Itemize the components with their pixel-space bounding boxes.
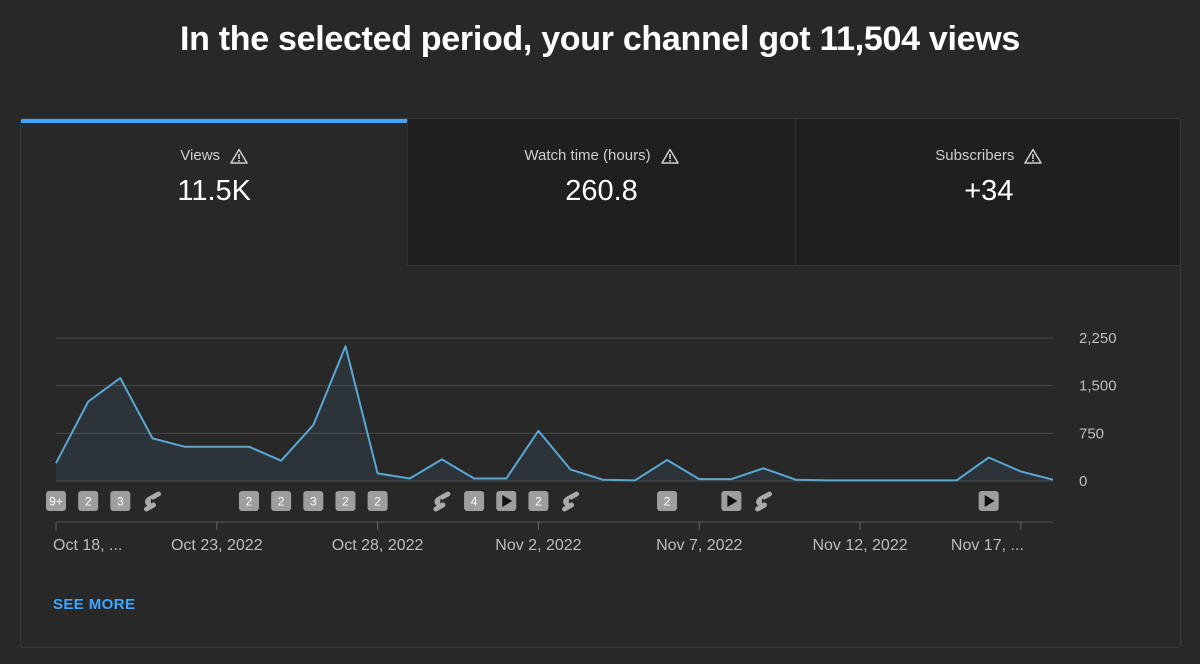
data-point <box>729 477 733 481</box>
upload-count-badge[interactable]: 2 <box>271 491 292 511</box>
upload-count-badge[interactable]: 2 <box>78 491 99 511</box>
upload-count-badge[interactable]: 2 <box>657 491 678 511</box>
y-tick-label: 1,500 <box>1079 378 1117 395</box>
data-point <box>1019 469 1023 473</box>
data-point <box>54 461 58 465</box>
x-tick-label: Nov 7, 2022 <box>656 537 742 554</box>
upload-count-badge[interactable]: 3 <box>110 491 131 511</box>
data-point <box>1051 478 1055 482</box>
video-upload-icon[interactable] <box>721 491 742 511</box>
tab-subscribers-value: +34 <box>964 175 1014 207</box>
data-point <box>922 478 926 482</box>
data-point <box>118 376 122 380</box>
y-tick-label: 0 <box>1079 473 1087 490</box>
x-tick-label: Nov 17, ... <box>951 537 1024 554</box>
data-point <box>633 478 637 482</box>
data-point <box>858 478 862 482</box>
metric-tabs: Views 11.5K Watch time (hours) 260.8 <box>21 119 1180 266</box>
data-point <box>762 466 766 470</box>
data-point <box>150 436 154 440</box>
svg-text:4: 4 <box>471 495 478 509</box>
svg-text:2: 2 <box>246 495 253 509</box>
tab-subscribers[interactable]: Subscribers +34 <box>794 119 1180 266</box>
data-point <box>665 458 669 462</box>
svg-text:9+: 9+ <box>49 495 63 509</box>
upload-count-badge[interactable]: 3 <box>303 491 324 511</box>
svg-text:2: 2 <box>85 495 92 509</box>
views-series-line <box>55 345 1054 482</box>
warning-icon[interactable] <box>230 148 248 164</box>
svg-text:2: 2 <box>342 495 349 509</box>
data-point <box>86 400 90 404</box>
data-point <box>247 445 251 449</box>
tab-watch-time[interactable]: Watch time (hours) 260.8 <box>407 119 795 266</box>
shorts-upload-icon[interactable] <box>755 491 773 512</box>
analytics-card: Views 11.5K Watch time (hours) 260.8 <box>20 118 1181 648</box>
data-point <box>955 478 959 482</box>
views-area <box>56 346 1053 481</box>
tab-views[interactable]: Views 11.5K <box>21 119 408 266</box>
data-point <box>408 476 412 480</box>
y-tick-label: 750 <box>1079 425 1104 442</box>
data-point <box>826 478 830 482</box>
tab-subscribers-label: Subscribers <box>935 147 1015 164</box>
see-more-link[interactable]: SEE MORE <box>53 596 136 613</box>
svg-text:3: 3 <box>310 495 317 509</box>
data-point <box>311 423 315 427</box>
tab-views-label: Views <box>180 147 221 164</box>
data-point <box>440 457 444 461</box>
data-point <box>697 477 701 481</box>
upload-count-badge[interactable]: 9+ <box>46 491 66 511</box>
tab-watch-time-value: 260.8 <box>565 175 638 207</box>
upload-count-badge[interactable]: 2 <box>238 491 259 511</box>
shorts-upload-icon[interactable] <box>433 491 451 512</box>
upload-count-badge[interactable]: 4 <box>464 491 485 511</box>
data-point <box>569 468 573 472</box>
x-tick-label: Nov 12, 2022 <box>812 537 907 554</box>
upload-count-badge[interactable]: 2 <box>335 491 356 511</box>
data-point <box>536 429 540 433</box>
data-point <box>987 455 991 459</box>
x-tick-label: Oct 18, ... <box>53 537 122 554</box>
x-tick-label: Oct 28, 2022 <box>332 537 424 554</box>
svg-text:3: 3 <box>117 495 124 509</box>
shorts-upload-icon[interactable] <box>143 491 161 512</box>
svg-text:2: 2 <box>535 495 542 509</box>
tab-watch-time-label: Watch time (hours) <box>524 147 651 164</box>
data-point <box>215 445 219 449</box>
data-point <box>376 471 380 475</box>
data-point <box>794 478 798 482</box>
video-upload-icon[interactable] <box>496 491 517 511</box>
data-point <box>279 459 283 463</box>
x-tick-label: Oct 23, 2022 <box>171 537 263 554</box>
data-point <box>890 478 894 482</box>
x-tick-label: Nov 2, 2022 <box>495 537 581 554</box>
y-tick-label: 2,250 <box>1079 330 1117 347</box>
shorts-upload-icon[interactable] <box>562 491 580 512</box>
data-point <box>183 445 187 449</box>
upload-count-badge[interactable]: 2 <box>528 491 549 511</box>
tab-views-value: 11.5K <box>177 175 251 207</box>
warning-icon[interactable] <box>1024 148 1043 164</box>
svg-text:2: 2 <box>664 495 671 509</box>
data-point <box>504 476 508 480</box>
svg-text:2: 2 <box>278 495 285 509</box>
data-point <box>601 478 605 482</box>
upload-count-badge[interactable]: 2 <box>367 491 388 511</box>
views-chart: 2,250 1,500 750 0 Oct 18, ... Oct 23, 2022 Oct… <box>21 266 1180 586</box>
data-point <box>472 476 476 480</box>
views-chart-svg: 2,250 1,500 750 0 Oct 18, ... Oct 23, 2022 Oct… <box>46 330 1117 554</box>
page-headline: In the selected period, your channel got… <box>179 20 1021 58</box>
video-upload-icon[interactable] <box>978 491 999 511</box>
data-point <box>343 344 347 348</box>
warning-icon[interactable] <box>660 148 679 164</box>
svg-text:2: 2 <box>374 495 381 509</box>
